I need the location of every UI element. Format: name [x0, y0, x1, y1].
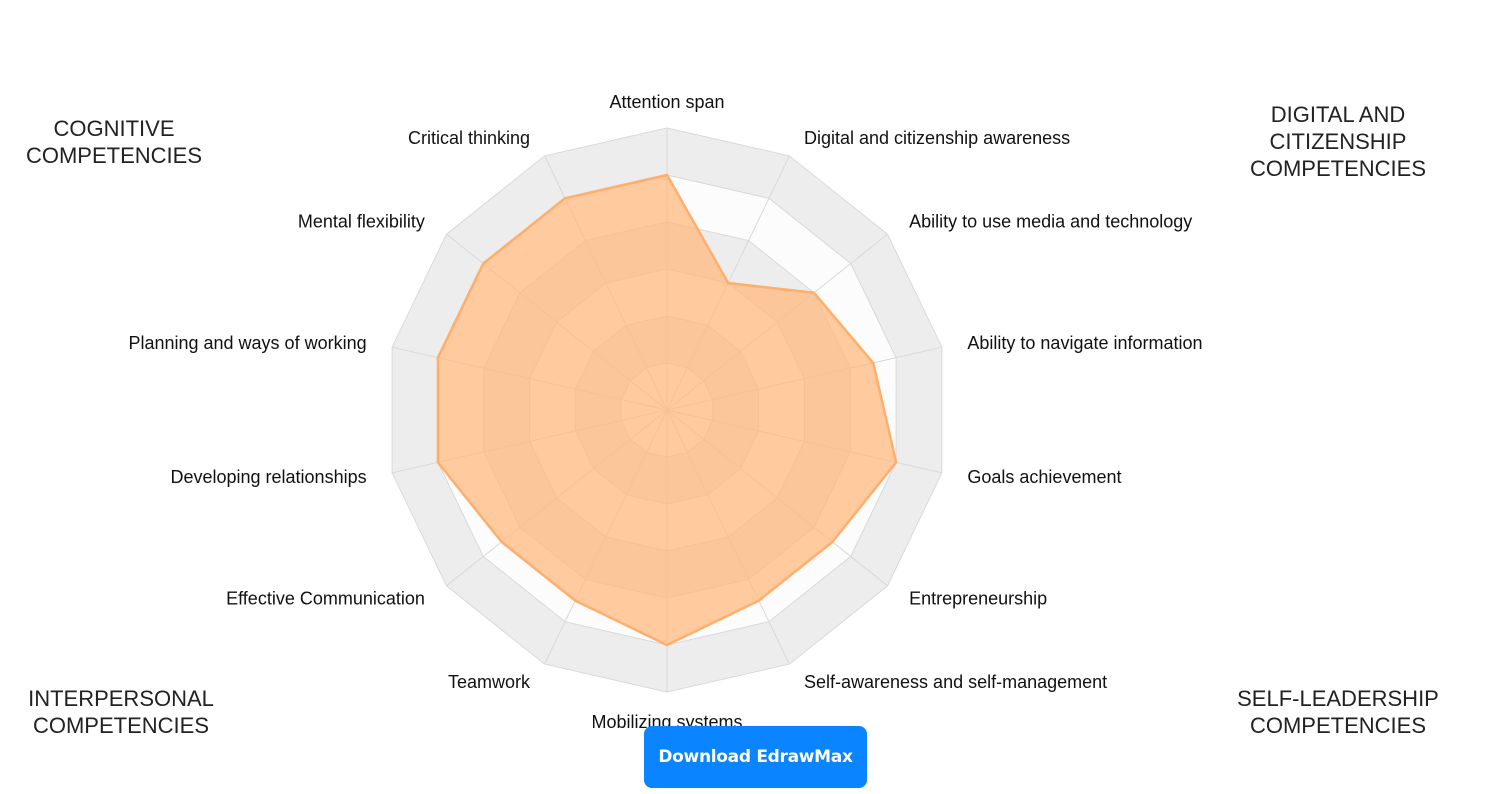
radar-axis-label: Mental flexibility: [298, 212, 425, 232]
radar-axis-label: Ability to use media and technology: [909, 212, 1192, 232]
cognitive-competencies-label: COGNITIVE COMPETENCIES: [25, 116, 203, 168]
radar-axis-label: Ability to navigate information: [967, 333, 1202, 353]
radar-series: [436, 173, 898, 647]
radar-axis-label: Entrepreneurship: [909, 588, 1047, 608]
radar-axis-label: Developing relationships: [170, 467, 366, 487]
radar-axis-label: Critical thinking: [408, 128, 530, 148]
radar-axis-label: Teamwork: [448, 672, 531, 692]
radar-axis-label: Self-awareness and self-management: [804, 672, 1107, 692]
radar-axis-labels: Attention span Digital and citizenship aw…: [128, 92, 1202, 732]
radar-axis-label: Planning and ways of working: [128, 333, 366, 353]
radar-axis-label: Goals achievement: [967, 467, 1121, 487]
digital-citizenship-competencies-label: DIGITAL AND CITIZENSHIP COMPETENCIES: [1249, 102, 1427, 181]
radar-axis-label: Digital and citizenship awareness: [804, 128, 1070, 148]
interpersonal-competencies-label: INTERPERSONAL COMPETENCIES: [28, 686, 214, 738]
self-leadership-competencies-label: SELF-LEADERSHIP COMPETENCIES: [1237, 686, 1439, 738]
radar-axis-label: Effective Communication: [226, 588, 425, 608]
radar-axis-label: Attention span: [609, 92, 724, 112]
download-edrawmax-button[interactable]: Download EdrawMax: [644, 726, 867, 788]
